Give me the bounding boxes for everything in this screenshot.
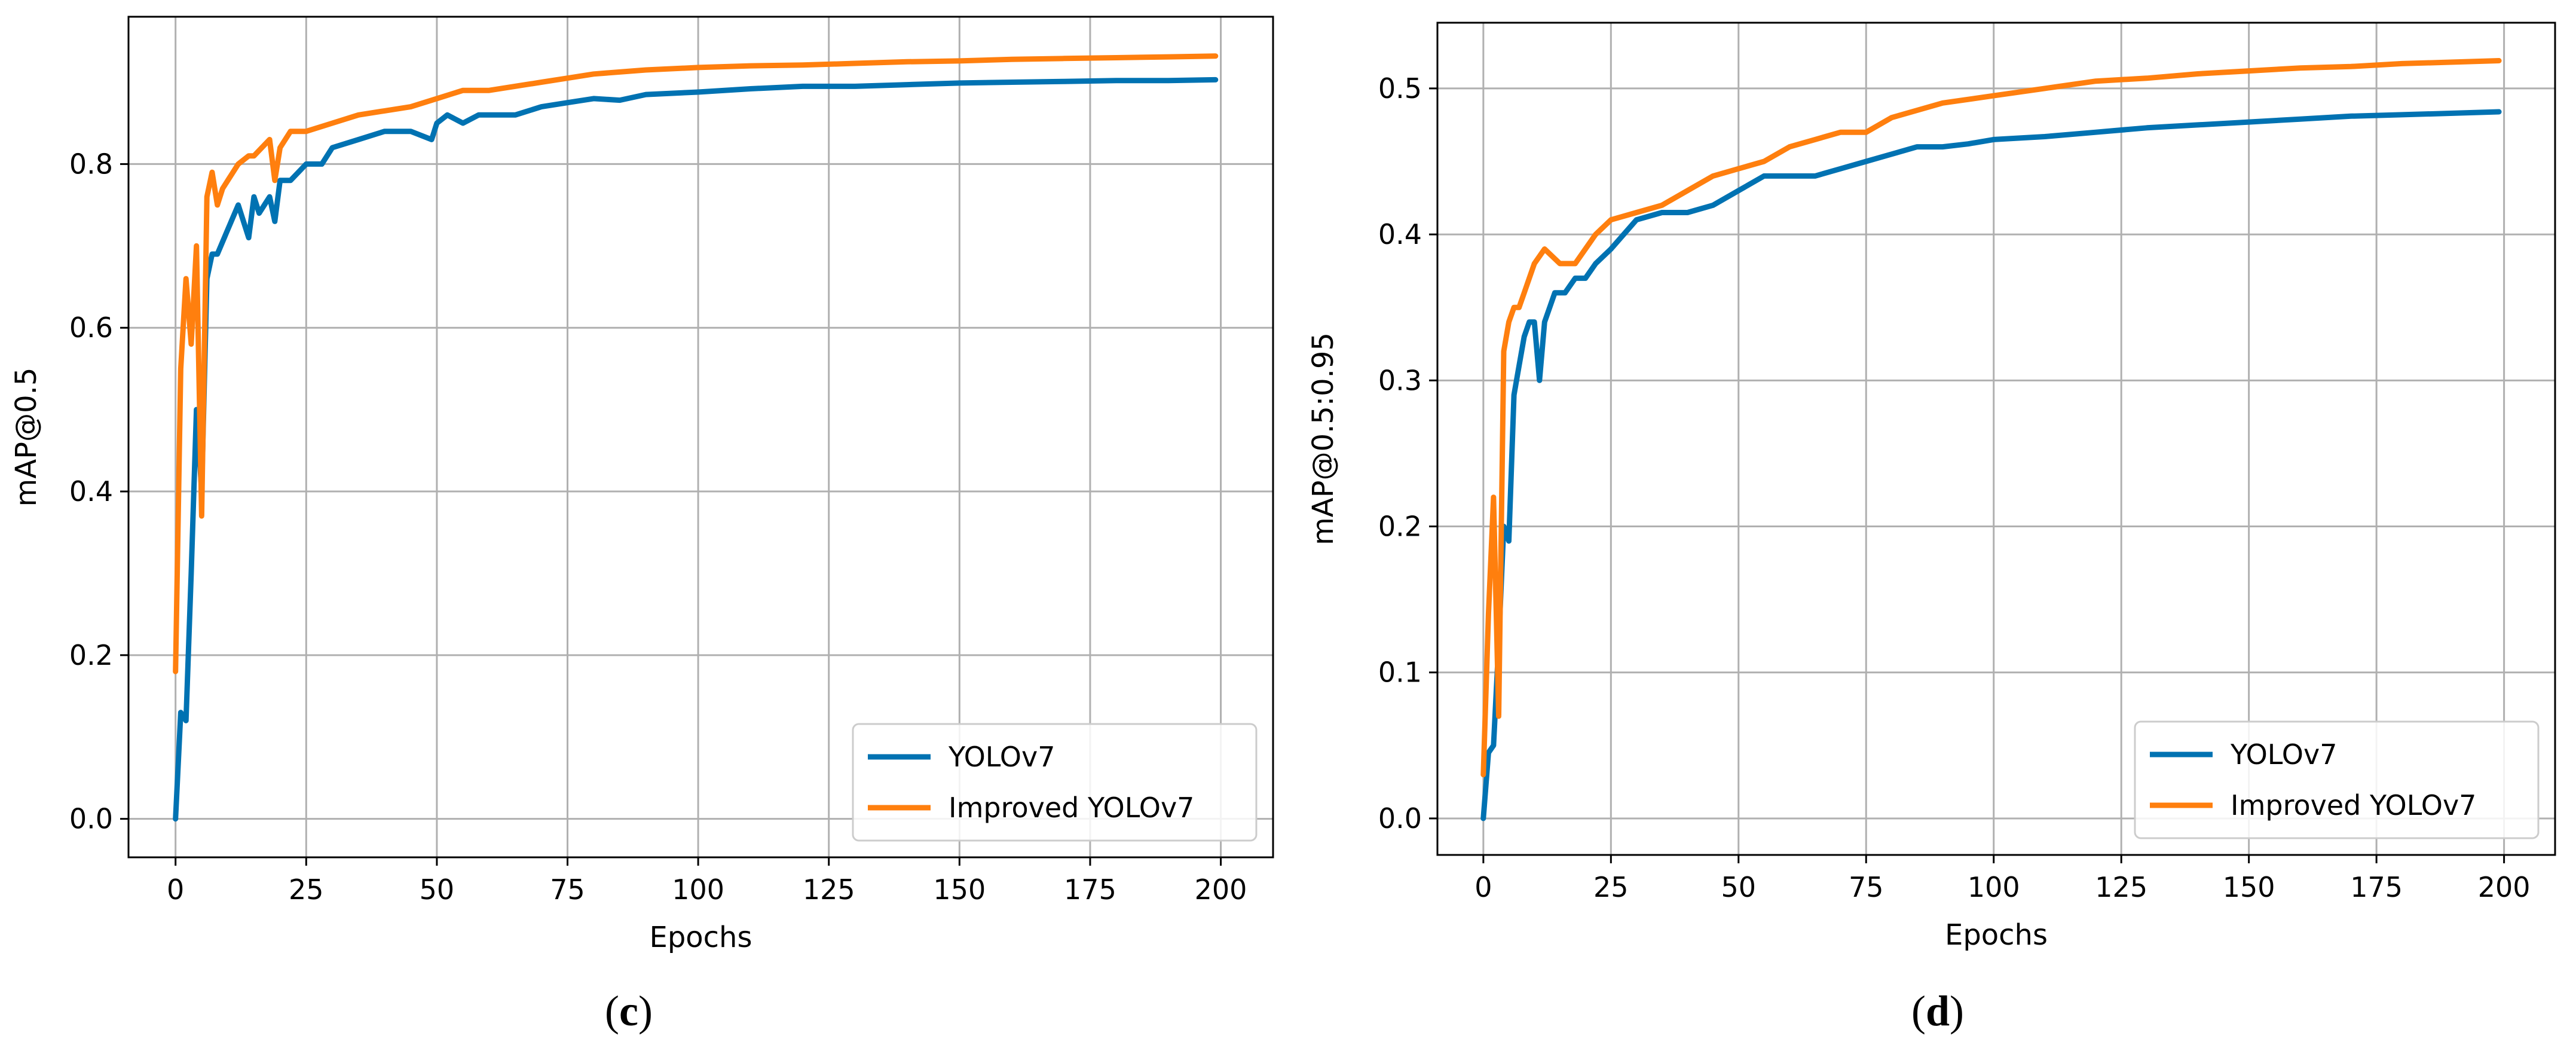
series-line-c-1	[173, 53, 1219, 674]
y-tick-label-d-0: 0.0	[1378, 802, 1422, 835]
y-axis-label-c: mAP@0.5	[10, 368, 43, 507]
caption-d-letter: d	[1925, 987, 1950, 1035]
series-line-d-1	[1480, 58, 2502, 778]
plot-frame-c	[127, 16, 1274, 859]
x-tick-label-d-8: 200	[2478, 871, 2531, 903]
x-tick-label-d-6: 150	[2223, 871, 2275, 903]
x-tick-label-c-0: 0	[167, 873, 184, 906]
x-tick-label-c-8: 200	[1195, 873, 1247, 906]
legend-d	[2134, 720, 2540, 839]
legend-label-c-1: Improved YOLOv7	[949, 792, 1194, 824]
x-tick-label-c-6: 150	[933, 873, 986, 906]
y-tick-label-c-2: 0.4	[69, 475, 113, 508]
x-axis-label-d: Epochs	[1945, 918, 2048, 952]
caption-c-letter: c	[619, 987, 638, 1035]
x-tick-label-c-7: 175	[1064, 873, 1116, 906]
series-line-d-0	[1480, 109, 2502, 821]
caption-c: (c)	[605, 987, 653, 1035]
y-tick-label-d-2: 0.2	[1378, 511, 1422, 543]
y-tick-label-c-1: 0.2	[69, 639, 113, 671]
x-tick-label-d-0: 0	[1474, 871, 1492, 903]
y-tick-label-c-4: 0.8	[69, 148, 113, 180]
y-tick-label-c-0: 0.0	[69, 803, 113, 835]
x-tick-label-d-5: 125	[2095, 871, 2147, 903]
legend-label-d-1: Improved YOLOv7	[2231, 789, 2476, 821]
chart-c: 0 25 50 75 100 125 150 175 200 0.0 0.2 0.4 0.6 0.8 Epo…	[10, 16, 1274, 954]
x-tick-label-c-1: 25	[289, 873, 324, 906]
legend-label-c-0: YOLOv7	[948, 741, 1055, 773]
y-tick-label-d-4: 0.4	[1378, 218, 1422, 250]
y-tick-label-d-3: 0.3	[1378, 364, 1422, 396]
plot-frame-d	[1436, 22, 2556, 856]
caption-d: (d)	[1911, 987, 1965, 1035]
x-axis-label-c: Epochs	[650, 921, 752, 954]
y-axis-label-d: mAP@0.5:0.95	[1307, 332, 1340, 545]
x-tick-label-c-2: 50	[420, 873, 455, 906]
x-tick-label-d-1: 25	[1593, 871, 1629, 903]
x-tick-label-c-3: 75	[550, 873, 585, 906]
x-tick-label-c-4: 100	[672, 873, 724, 906]
legend-c	[852, 723, 1258, 842]
x-tick-label-d-3: 75	[1849, 871, 1884, 903]
y-tick-label-c-3: 0.6	[69, 311, 113, 344]
x-tick-label-d-7: 175	[2350, 871, 2403, 903]
x-tick-label-c-5: 125	[803, 873, 855, 906]
legend-label-d-0: YOLOv7	[2230, 738, 2337, 771]
chart-d: 0 25 50 75 100 125 150 175 200 0.0 0.1 0.2 0.3 0.4 0.5…	[1307, 22, 2556, 952]
y-tick-label-d-1: 0.1	[1378, 656, 1422, 689]
y-tick-label-d-5: 0.5	[1378, 72, 1422, 105]
x-tick-label-d-4: 100	[1968, 871, 2020, 903]
x-tick-label-d-2: 50	[1721, 871, 1757, 903]
series-line-c-0	[173, 77, 1219, 822]
